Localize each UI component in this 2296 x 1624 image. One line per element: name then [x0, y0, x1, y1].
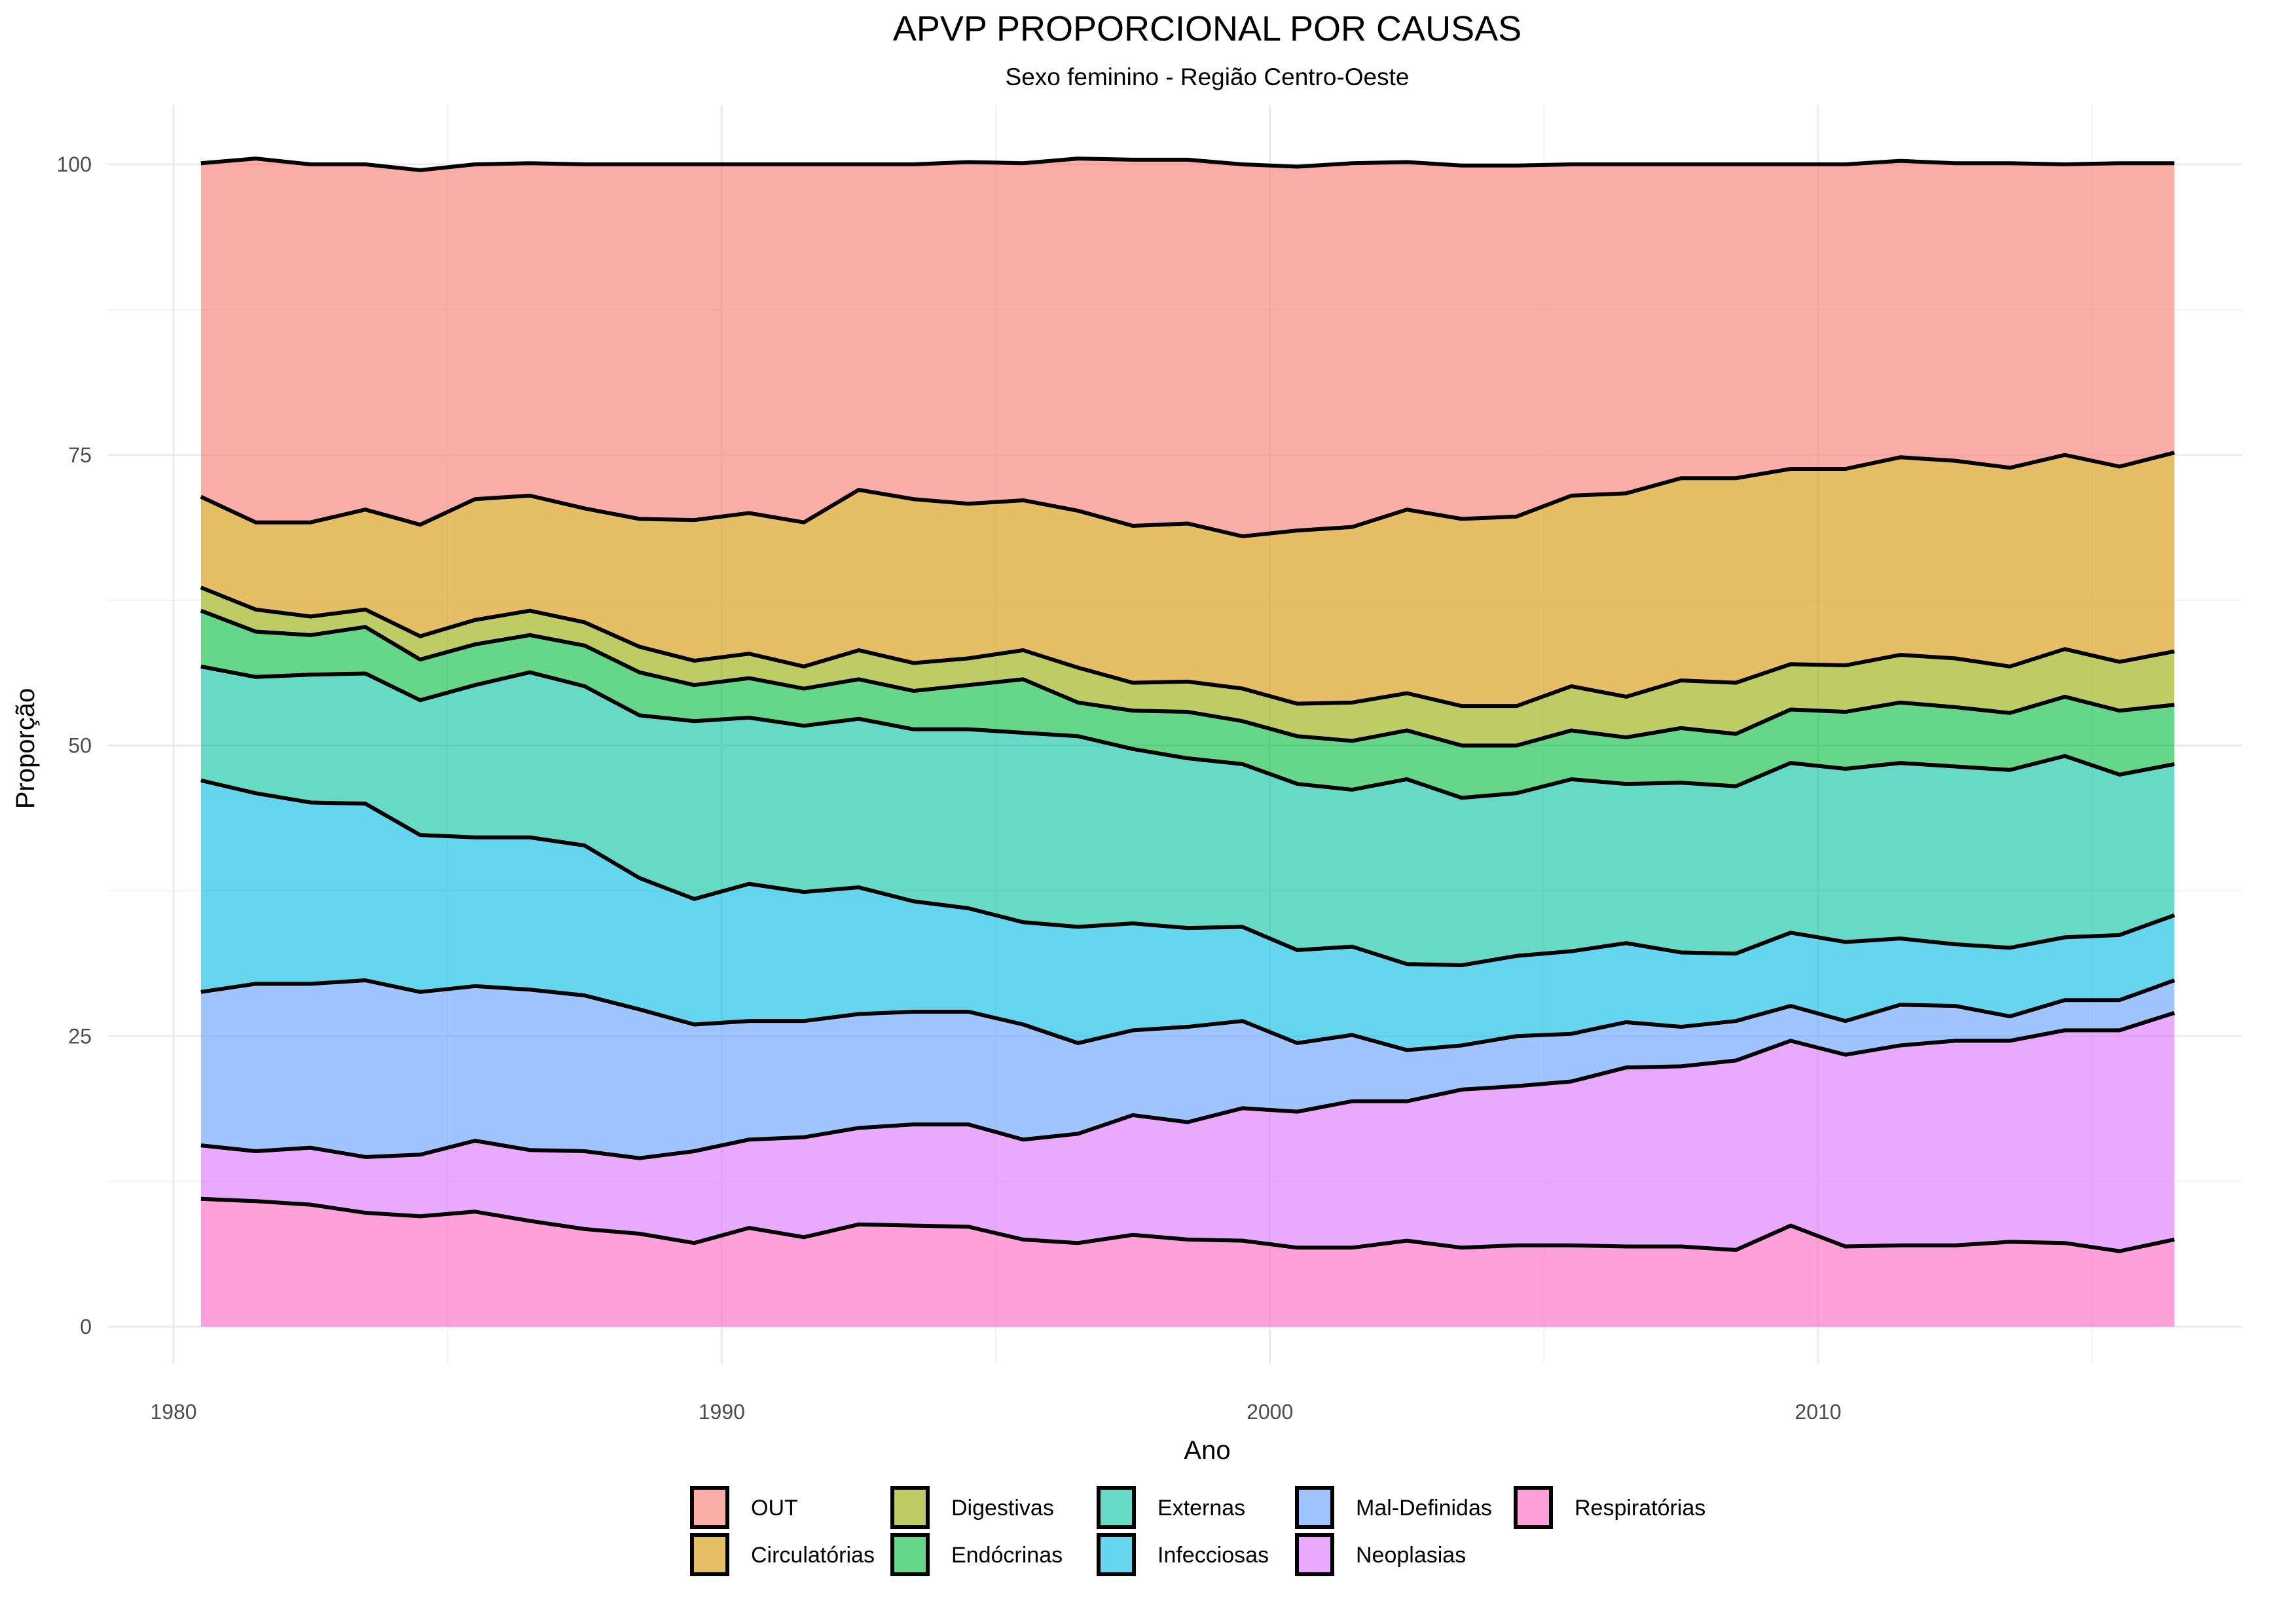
chart-subtitle: Sexo feminino - Região Centro-Oeste — [1006, 64, 1410, 90]
boundary-externas — [200, 664, 2175, 800]
legend-item-externas: Externas — [1097, 1486, 1245, 1529]
x-axis-title: Ano — [1184, 1436, 1230, 1465]
legend-label: Circulatórias — [751, 1543, 875, 1568]
boundary-endocrinas — [200, 608, 2175, 748]
boundary-digestivas — [200, 585, 2175, 709]
legend-item-infecciosas: Infecciosas — [1097, 1533, 1269, 1576]
boundary-out — [200, 157, 2175, 172]
y-tick-label: 0 — [80, 1315, 92, 1338]
area-infecciosas — [200, 780, 2175, 1050]
legend-label: Externas — [1157, 1496, 1245, 1521]
legend: OUT Circulatórias Digestivas Endócrinas Exte… — [690, 1486, 1705, 1576]
legend-item-circulatorias: Circulatórias — [690, 1533, 875, 1576]
area-circulatorias — [200, 452, 2175, 707]
legend-swatch — [890, 1486, 930, 1529]
area-digestivas — [200, 587, 2175, 746]
x-tick-label: 2010 — [1795, 1400, 1841, 1424]
legend-swatch — [690, 1533, 729, 1576]
boundary-circulatorias — [200, 451, 2176, 538]
y-tick-label: 25 — [68, 1024, 92, 1048]
boundary-respiratorias — [200, 1196, 2175, 1253]
legend-swatch — [1295, 1486, 1334, 1529]
legend-label: Respiratórias — [1575, 1496, 1705, 1521]
y-tick-label: 100 — [57, 153, 92, 176]
legend-item-endocrinas: Endócrinas — [890, 1533, 1063, 1576]
legend-item-respiratorias: Respiratórias — [1514, 1486, 1705, 1529]
y-axis-title: Proporção — [11, 688, 40, 809]
legend-swatch — [890, 1533, 930, 1576]
legend-swatch — [1295, 1533, 1334, 1576]
legend-item-digestivas: Digestivas — [890, 1486, 1054, 1529]
area-out — [200, 158, 2175, 536]
area-externas — [200, 666, 2175, 965]
legend-swatch — [1514, 1486, 1553, 1529]
legend-label: OUT — [751, 1496, 798, 1521]
legend-label: Neoplasias — [1356, 1543, 1466, 1568]
legend-label: Digestivas — [951, 1496, 1054, 1521]
boundary-neoplasias — [200, 1010, 2176, 1160]
legend-item-neoplasias: Neoplasias — [1295, 1533, 1466, 1576]
area-layers — [200, 158, 2175, 1327]
area-respiratorias — [200, 1198, 2175, 1327]
area-endocrinas — [200, 610, 2175, 798]
boundary-lines — [200, 157, 2176, 1253]
legend-swatch — [690, 1486, 729, 1529]
boundary-mal-definidas — [200, 978, 2176, 1052]
area-neoplasias — [200, 1012, 2175, 1251]
legend-label: Mal-Definidas — [1356, 1496, 1492, 1521]
legend-swatch — [1097, 1533, 1136, 1576]
chart-title: APVP PROPORCIONAL POR CAUSAS — [893, 9, 1522, 48]
legend-label: Endócrinas — [951, 1543, 1063, 1568]
legend-label: Infecciosas — [1157, 1543, 1269, 1568]
x-tick-label: 1990 — [699, 1400, 745, 1424]
y-axis-ticks: 0 25 50 75 100 — [57, 153, 92, 1338]
y-tick-label: 75 — [68, 443, 92, 467]
legend-item-mal-definidas: Mal-Definidas — [1295, 1486, 1492, 1529]
legend-swatch — [1097, 1486, 1136, 1529]
x-axis-ticks: 1980 1990 2000 2010 — [150, 1400, 1841, 1424]
x-tick-label: 2000 — [1247, 1400, 1293, 1424]
boundary-infecciosas — [200, 778, 2176, 967]
y-tick-label: 50 — [68, 734, 92, 758]
x-tick-label: 1980 — [150, 1400, 196, 1424]
legend-item-out: OUT — [690, 1486, 798, 1529]
